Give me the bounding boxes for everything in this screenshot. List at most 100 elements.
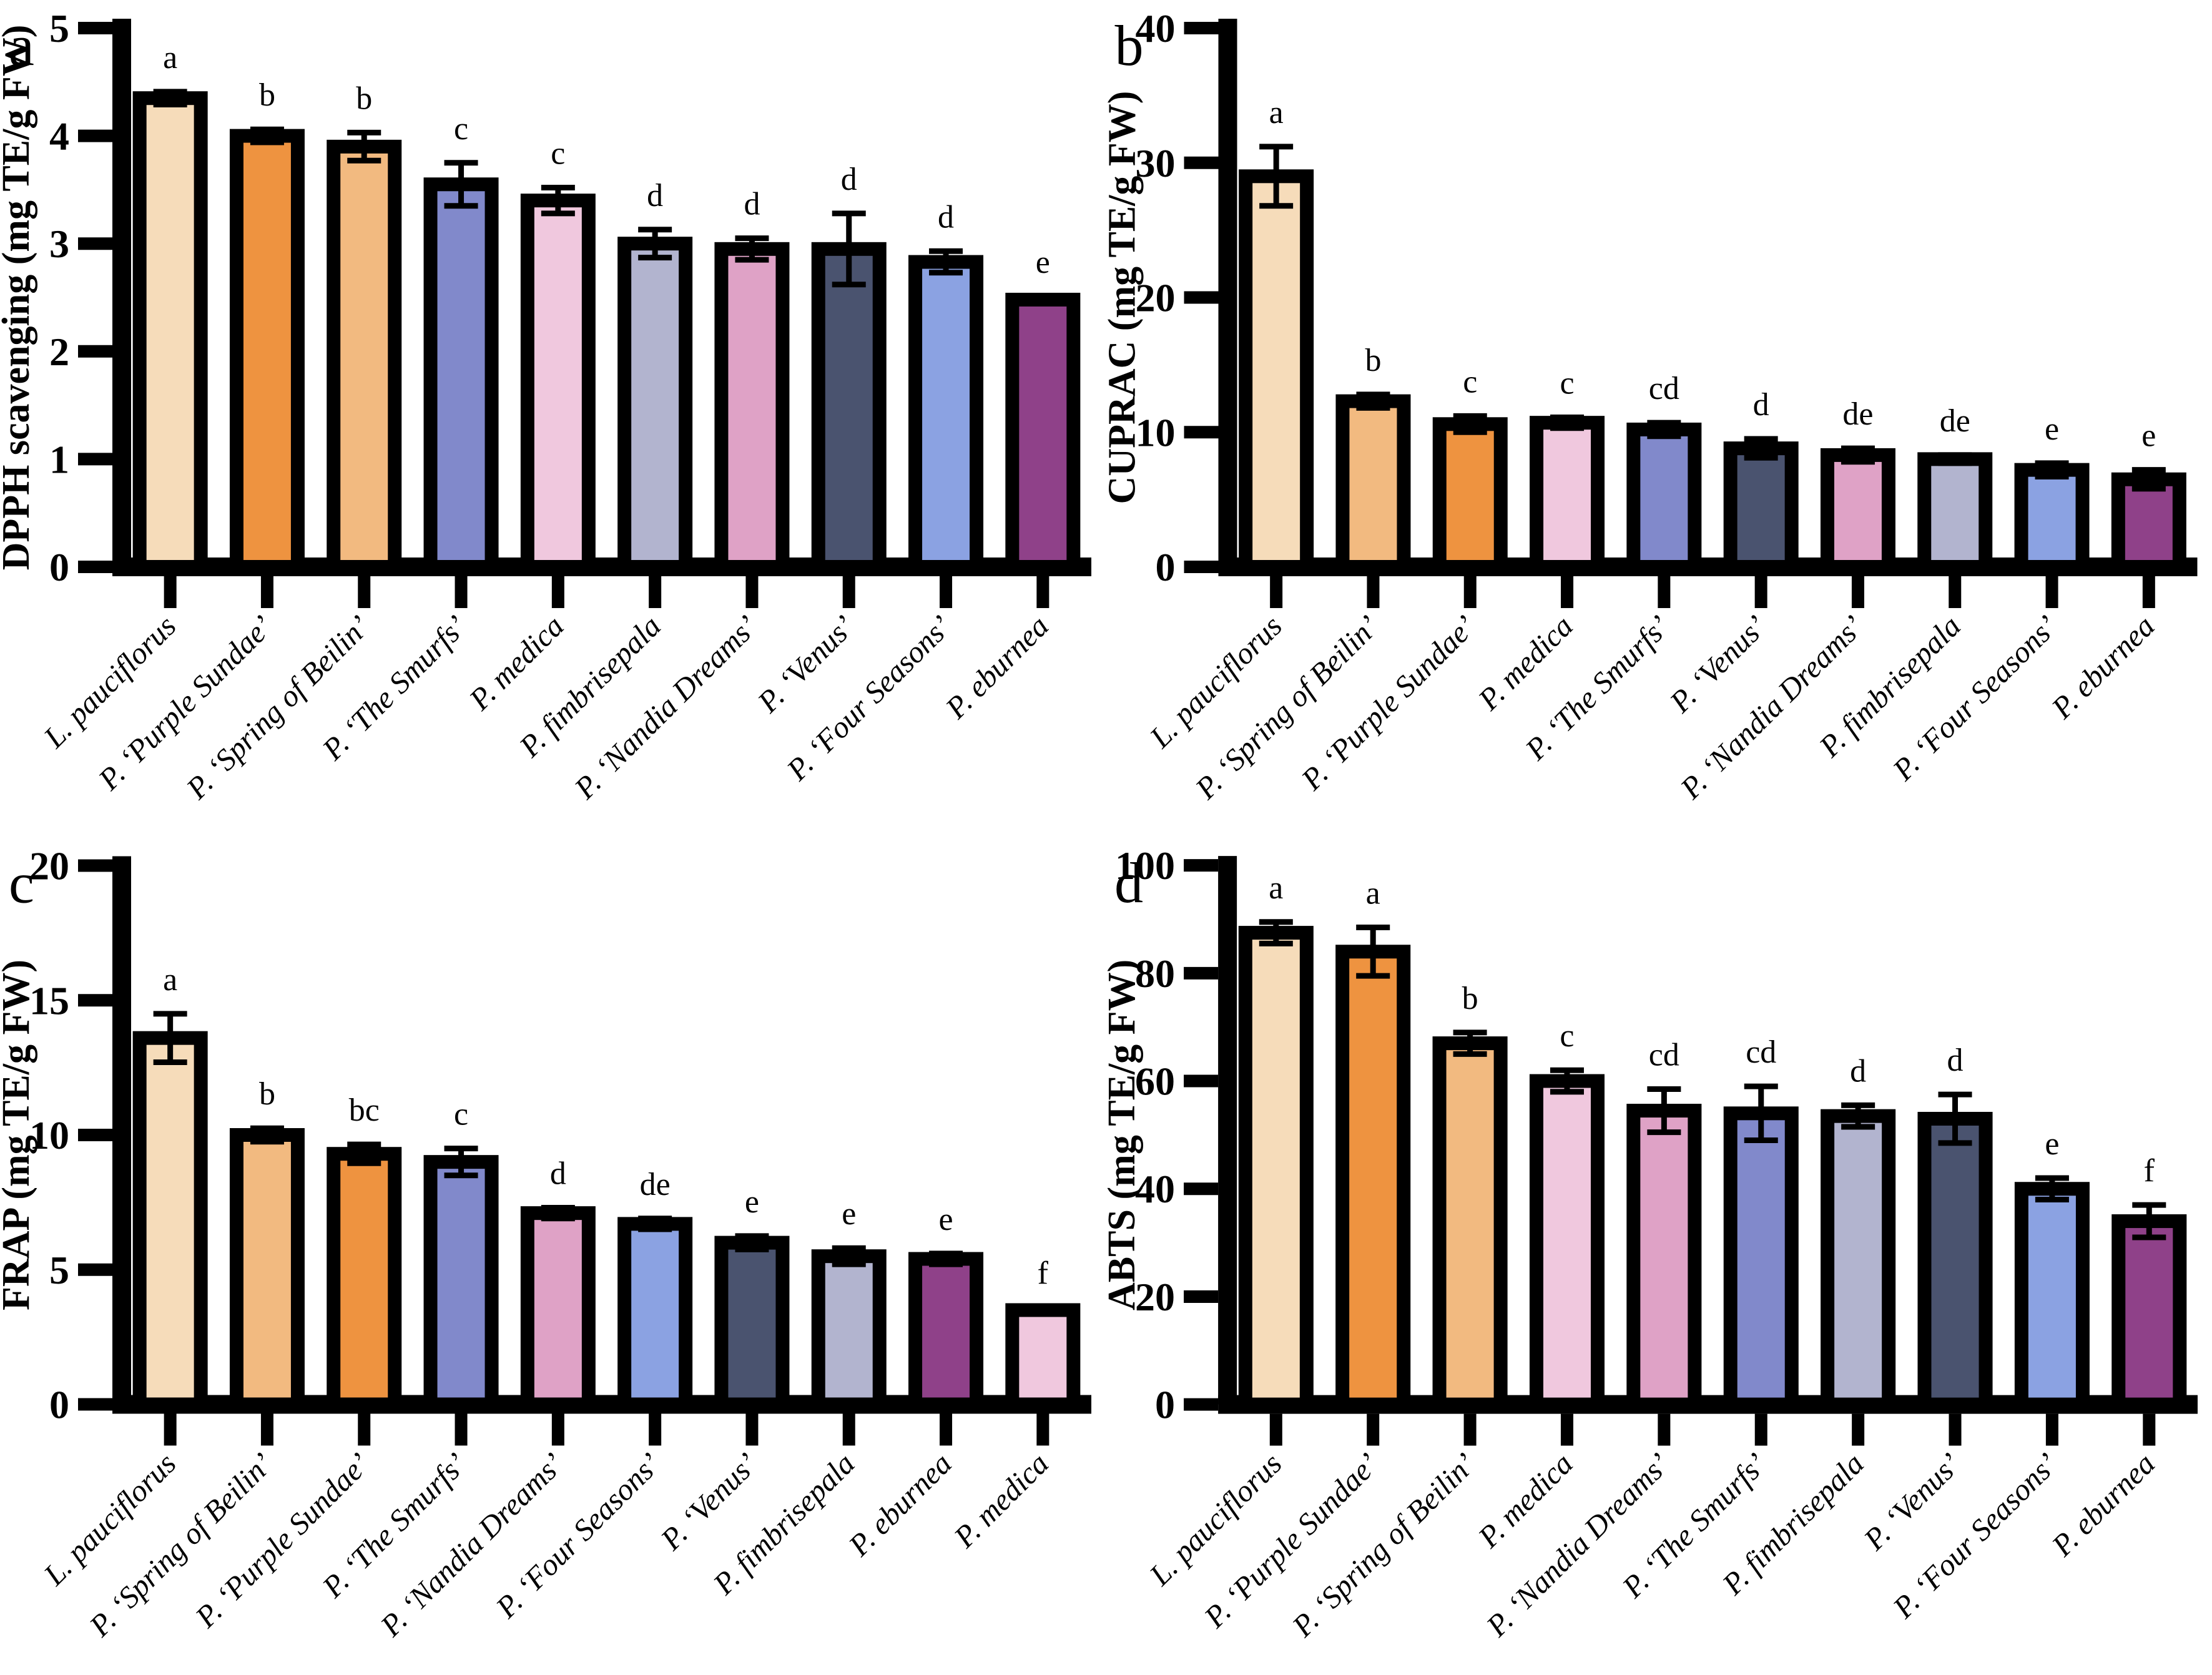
panel-b: b CUPRAC (mg TE/g FW) 0 10 20 30 40 a L. paucifl… <box>1106 0 2212 837</box>
significance-letter: cd <box>1649 1037 1679 1073</box>
y-tick-label: 5 <box>49 6 69 51</box>
significance-letter: cd <box>1649 371 1679 406</box>
y-tick-label: 3 <box>49 222 69 266</box>
bar <box>714 1235 790 1412</box>
bar <box>714 242 790 574</box>
bar <box>1917 1111 1993 1412</box>
y-axis-title: FRAP (mg TE/g FW) <box>0 960 37 1310</box>
significance-letter: c <box>551 135 565 171</box>
significance-letter: c <box>1560 366 1575 401</box>
y-tick-label: 60 <box>1135 1059 1175 1104</box>
bar <box>1432 417 1508 574</box>
significance-letter: d <box>550 1156 566 1192</box>
panel-letter: d <box>1114 851 1143 915</box>
x-category-label: P. ‘Purple Sundae’ <box>91 609 280 797</box>
significance-letter: b <box>1365 343 1381 378</box>
bar <box>1005 1303 1081 1412</box>
bar <box>1432 1036 1508 1412</box>
significance-letter: e <box>842 1196 856 1232</box>
bar <box>908 1252 984 1412</box>
significance-letter: b <box>259 1076 275 1112</box>
x-category-label: P. ‘Spring of Beilin’ <box>82 1446 280 1643</box>
y-tick-label: 30 <box>1136 141 1176 185</box>
y-tick-label: 40 <box>1136 6 1176 51</box>
x-category-label: P. ‘Four Seasons’ <box>780 609 958 787</box>
x-category-label: P. ‘Four Seasons’ <box>1885 609 2064 787</box>
significance-letter: d <box>1753 387 1769 423</box>
x-category-label: P. eburnea <box>2044 609 2161 725</box>
y-tick-label: 0 <box>49 1383 69 1427</box>
bar <box>1335 394 1411 574</box>
panel-c: c FRAP (mg TE/g FW) 0 5 10 15 20 a L. paucifloru… <box>0 837 1106 1675</box>
significance-letter: d <box>1947 1043 1964 1078</box>
significance-letter: c <box>1463 364 1477 400</box>
significance-letter: e <box>2045 411 2059 447</box>
x-category-label: P. ‘Four Seasons’ <box>489 1446 667 1624</box>
x-category-label: P. ‘Purple Sundae’ <box>1294 609 1483 797</box>
bar <box>2014 1182 2090 1412</box>
bar <box>2014 463 2090 574</box>
y-tick-label: 80 <box>1135 951 1175 996</box>
y-tick-label: 1 <box>49 437 69 481</box>
significance-letter: e <box>1036 245 1050 280</box>
bar <box>132 91 208 574</box>
y-axis-title: DPPH scavenging (mg TE/g FW) <box>0 25 37 571</box>
bar <box>1005 292 1081 574</box>
significance-letter: de <box>1842 396 1873 432</box>
bar <box>520 194 596 574</box>
y-tick-label: 4 <box>49 114 69 159</box>
y-tick-label: 20 <box>29 844 69 888</box>
bar <box>1723 1106 1799 1412</box>
x-category-label: P. eburnea <box>842 1446 958 1563</box>
bar <box>229 1128 305 1412</box>
y-tick-label: 10 <box>1136 410 1176 454</box>
bar <box>327 139 402 574</box>
significance-letter: e <box>2141 418 2156 454</box>
significance-letter: d <box>1850 1053 1866 1089</box>
x-category-label: P. ‘Spring of Beilin’ <box>1188 609 1385 806</box>
x-category-label: P. ‘Nandia Dreams’ <box>1479 1447 1676 1644</box>
bar <box>1626 422 1702 574</box>
bar <box>617 1217 693 1412</box>
y-tick-label: 20 <box>1135 1275 1175 1319</box>
bar <box>2111 472 2186 574</box>
bar <box>132 1031 208 1412</box>
significance-letter: f <box>1038 1255 1049 1291</box>
bar <box>1530 416 1605 574</box>
significance-letter: b <box>259 77 275 113</box>
panel-letter: b <box>1115 14 1144 77</box>
panel-d: d ABTS (mg TE/g FW) 0 20 40 60 80 100 a L. paucif… <box>1106 837 2212 1675</box>
significance-letter: a <box>1366 875 1380 911</box>
significance-letter: a <box>163 40 177 76</box>
bar <box>2111 1214 2187 1412</box>
bar <box>1821 1109 1896 1412</box>
significance-letter: d <box>744 187 760 222</box>
bar <box>1917 452 1993 574</box>
y-tick-label: 0 <box>49 545 69 589</box>
y-tick-label: 100 <box>1115 843 1175 888</box>
bar <box>811 1249 887 1412</box>
bar <box>520 1206 596 1412</box>
significance-letter: a <box>163 962 177 998</box>
significance-letter: a <box>1269 95 1284 130</box>
significance-letter: b <box>1462 981 1478 1016</box>
significance-letter: cd <box>1746 1034 1776 1070</box>
x-category-label: P. eburnea <box>2045 1447 2161 1563</box>
significance-letter: a <box>1269 870 1283 906</box>
y-tick-label: 0 <box>1155 1383 1175 1427</box>
significance-letter: e <box>939 1202 953 1237</box>
panel-a: a DPPH scavenging (mg TE/g FW) 0 1 2 3 4 5 a L. p… <box>0 0 1106 837</box>
bar <box>1626 1104 1702 1412</box>
significance-letter: de <box>640 1167 671 1202</box>
y-tick-label: 0 <box>1156 545 1176 589</box>
bar <box>617 237 693 574</box>
significance-letter: c <box>1560 1018 1574 1054</box>
significance-letter: bc <box>349 1093 380 1128</box>
x-category-label: P. ‘Spring of Beilin’ <box>1285 1447 1482 1644</box>
bar <box>1238 926 1314 1412</box>
y-tick-label: 5 <box>49 1248 69 1292</box>
y-axis-title: ABTS (mg TE/g FW) <box>1106 960 1143 1310</box>
bar <box>811 242 887 574</box>
